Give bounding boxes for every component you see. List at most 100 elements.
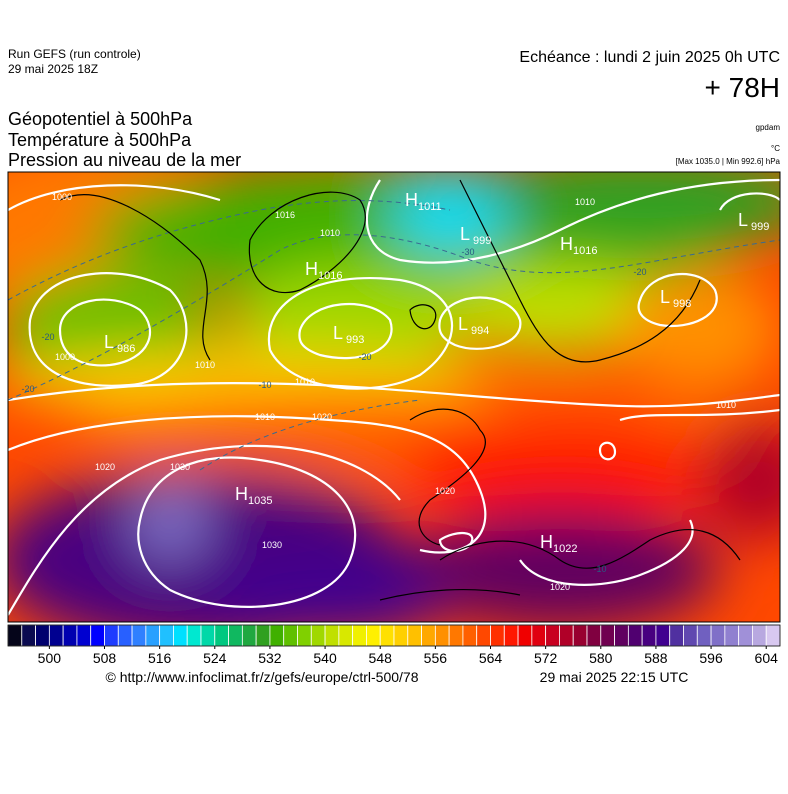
isobar-label: 1010 — [716, 400, 736, 410]
colorbar-swatch — [517, 624, 533, 647]
colorbar-swatch — [476, 624, 491, 647]
colorbar-swatch — [669, 624, 684, 647]
colorbar-swatch — [462, 624, 478, 647]
run-date: 29 mai 2025 18Z — [8, 62, 98, 76]
colorbar-swatch — [21, 624, 36, 647]
colorbar-tick-label: 580 — [589, 650, 613, 666]
temperature-label: -20 — [41, 332, 54, 342]
colorbar: 500 508 516 524 532 540 548 556 564 572 580 588 596 6… — [7, 624, 781, 666]
colorbar-tick-label: 564 — [479, 650, 503, 666]
colorbar-swatch — [324, 624, 340, 647]
colorbar-tick-label: 532 — [258, 650, 282, 666]
isobars — [8, 178, 780, 616]
isobar — [267, 276, 454, 390]
colorbar-tick-label: 604 — [755, 650, 779, 666]
colorbar-swatch — [131, 624, 147, 647]
pressure-value: 1011 — [418, 201, 442, 213]
coastline — [439, 529, 741, 569]
lead-time: + 78H — [705, 72, 781, 103]
isobar — [365, 178, 780, 264]
pressure-letter: H — [540, 532, 553, 552]
colorbar-swatch — [503, 624, 519, 647]
map-frame — [7, 171, 781, 623]
pressure-center: L 986 — [104, 332, 135, 355]
colorbar-swatch — [352, 624, 367, 647]
colorbar-swatch — [283, 624, 298, 647]
temperature-label: -30 — [461, 247, 474, 257]
pressure-value: 999 — [473, 235, 491, 247]
isobar — [8, 415, 487, 554]
colorbar-swatch — [297, 624, 312, 647]
isobar — [519, 519, 694, 586]
temperature-label: -20 — [633, 267, 646, 277]
coastline — [59, 194, 211, 361]
isobar — [637, 272, 718, 328]
colorbar-swatch — [627, 624, 643, 647]
coastline — [409, 408, 486, 546]
colorbar-tick-label: 596 — [699, 650, 723, 666]
pressure-center: H 1016 — [305, 259, 342, 282]
colorbar-swatch — [62, 624, 78, 647]
colorbar-swatch — [76, 624, 92, 647]
field — [8, 172, 780, 622]
pressure-center: H 1016 — [560, 234, 597, 257]
pressure-value: 1035 — [248, 495, 272, 507]
isobar-label: 1020 — [550, 582, 570, 592]
colorbar-swatch — [614, 624, 629, 647]
temperature-label: -10 — [593, 564, 606, 574]
pressure-letter: H — [235, 484, 248, 504]
isobar-label: 1000 — [52, 192, 72, 202]
colorbar-swatch — [490, 624, 505, 647]
coastlines — [59, 179, 741, 601]
colorbar-swatch — [683, 624, 698, 647]
isobar — [137, 456, 357, 608]
title-geopotential: Géopotentiel à 500hPa — [8, 109, 193, 129]
colorbar-swatch — [117, 624, 133, 647]
unit-geopotential: gpdam — [756, 123, 781, 132]
isobar-label: 1000 — [55, 352, 75, 362]
colorbar-swatch — [641, 624, 657, 647]
colorbar-swatch — [448, 624, 464, 647]
colorbar-tick-label: 588 — [644, 650, 668, 666]
coastline — [459, 179, 701, 363]
temperature-lines — [8, 200, 780, 471]
isobar-label: 1030 — [170, 462, 190, 472]
colorbar-tick-label: 556 — [424, 650, 448, 666]
colorbar-swatch — [338, 624, 354, 647]
isobar-label: 1010 — [255, 412, 275, 422]
isobar-label: 1020 — [435, 486, 455, 496]
pressure-center: L 993 — [333, 323, 364, 346]
colorbar-tick-label: 548 — [369, 650, 393, 666]
colorbar-swatch — [214, 624, 229, 647]
colorbar-swatch — [186, 624, 202, 647]
isobar-label: 1030 — [262, 540, 282, 550]
source-url: © http://www.infoclimat.fr/z/gefs/europe… — [105, 669, 418, 685]
colorbar-swatch — [366, 624, 381, 647]
isobar — [28, 272, 188, 387]
colorbar-swatch — [173, 624, 188, 647]
isobar-label: 1010 — [195, 360, 215, 370]
isobar — [619, 408, 780, 422]
pressure-letter: L — [660, 287, 670, 307]
colorbar-swatch — [710, 624, 726, 647]
isobar-label: 1020 — [312, 412, 332, 422]
run-label: Run GEFS (run controle) — [8, 47, 141, 61]
pressure-letter: L — [458, 314, 468, 334]
pressure-letter: H — [560, 234, 573, 254]
isobar — [719, 192, 780, 211]
colorbar-swatch — [531, 624, 547, 647]
isobar — [598, 441, 617, 461]
pressure-value: 1016 — [318, 270, 342, 282]
colorbar-swatch — [7, 624, 23, 647]
colorbar-swatch — [35, 624, 50, 647]
isobar — [438, 296, 522, 350]
colorbar-swatch — [724, 624, 740, 647]
colorbar-swatch — [228, 624, 243, 647]
isobar-label: 1010 — [320, 228, 340, 238]
isobar-label: 1010 — [575, 197, 595, 207]
colorbar-swatch — [655, 624, 671, 647]
colorbar-tick-label: 500 — [38, 650, 62, 666]
coastline — [379, 588, 521, 601]
colorbar-tick-label: 524 — [203, 650, 227, 666]
coastline — [409, 304, 437, 330]
